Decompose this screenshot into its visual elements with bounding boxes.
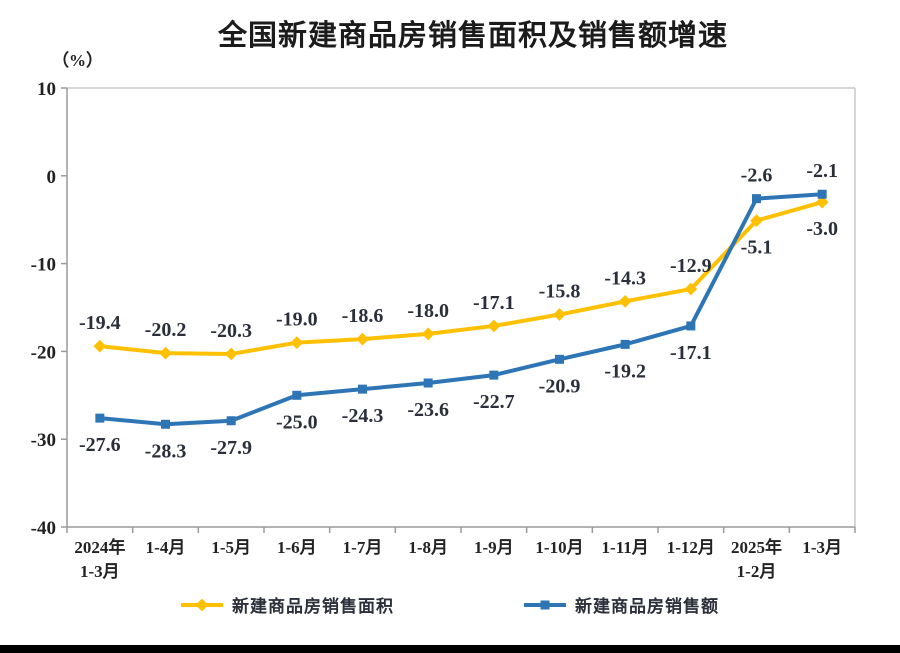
data-label: -28.3 [145,440,187,462]
legend-line-icon [524,600,566,609]
square-marker-icon [226,416,236,426]
data-label: -27.9 [210,437,252,459]
diamond-marker-icon [93,339,107,353]
square-marker-icon [540,600,550,609]
series-line-0 [99,200,823,357]
y-tick-label: -10 [31,255,56,276]
x-tick-label: 1-9月 [474,538,514,557]
legend-item-sales-value: 新建商品房销售额 [524,592,719,617]
square-marker-icon [423,378,433,388]
legend-label-sales-area: 新建商品房销售面积 [232,597,394,616]
data-label: -17.1 [473,292,515,314]
diamond-marker-icon [618,294,632,308]
data-label: -20.9 [539,375,581,397]
diamond-marker-icon [224,347,238,361]
data-label: -19.2 [604,360,646,382]
legend-label-sales-value: 新建商品房销售额 [575,597,719,616]
data-label: -19.0 [276,309,318,331]
square-marker-icon [620,339,630,349]
x-tick-label: 1-7月 [343,538,383,557]
bottom-black-bar [0,645,900,653]
data-label: -19.4 [79,312,121,334]
data-label: -15.8 [539,281,581,303]
legend-line-icon [181,598,223,611]
data-label: -24.3 [342,405,384,427]
x-tick-label: 1-8月 [408,538,448,557]
x-tick-label: 1-6月 [277,538,317,557]
legend: 新建商品房销售面积 新建商品房销售额 [0,592,900,617]
legend-item-sales-area: 新建商品房销售面积 [181,592,394,617]
diamond-marker-icon [159,346,172,360]
y-tick-label: 0 [47,167,57,188]
data-label: -12.9 [670,255,712,277]
data-label: -20.3 [210,320,252,342]
x-tick-label: 1-4月 [146,538,186,557]
square-marker-icon [358,384,367,394]
diamond-marker-icon [290,336,304,349]
data-label: -20.2 [145,319,187,341]
x-tick-label: 1-3月 [802,538,842,557]
diamond-marker-icon [487,319,501,333]
data-label: -22.7 [473,391,515,413]
data-label: -2.6 [741,165,773,187]
data-label: -18.6 [342,305,384,327]
data-label: -5.1 [741,237,773,259]
data-label: -17.1 [670,342,712,364]
square-marker-icon [555,354,564,364]
x-tick-label: 1-11月 [602,538,649,557]
diamond-marker-icon [356,332,369,346]
diamond-marker-icon [553,308,566,321]
square-marker-icon [686,321,696,331]
diamond-marker-icon [421,327,435,341]
y-tick-label: 10 [37,79,56,100]
y-axis-unit-label: （%） [52,51,103,70]
data-label: -27.6 [79,434,121,456]
x-tick-label: 2024年 1-3月 [74,537,125,581]
x-tick-label: 1-10月 [535,538,583,557]
square-marker-icon [161,419,170,429]
y-tick-label: -20 [31,342,56,363]
data-label: -23.6 [407,399,449,421]
x-tick-label: 2025年 1-2月 [731,537,782,581]
data-label: -25.0 [276,411,318,433]
x-tick-label: 1-5月 [211,538,251,557]
diamond-marker-icon [195,598,209,611]
data-label: -14.3 [604,267,646,289]
x-tick-label: 1-12月 [667,538,715,557]
y-tick-label: -40 [31,518,56,539]
data-label: -2.1 [806,160,838,182]
chart-title: 全国新建商品房销售面积及销售额增速 [217,20,728,52]
data-label: -18.0 [407,300,449,322]
square-marker-icon [489,370,499,380]
data-label: -3.0 [806,218,838,240]
square-marker-icon [95,413,105,423]
square-marker-icon [817,189,827,199]
square-marker-icon [292,390,302,400]
y-tick-label: -30 [31,430,56,451]
series-line-1 [99,192,823,427]
square-marker-icon [752,194,761,204]
